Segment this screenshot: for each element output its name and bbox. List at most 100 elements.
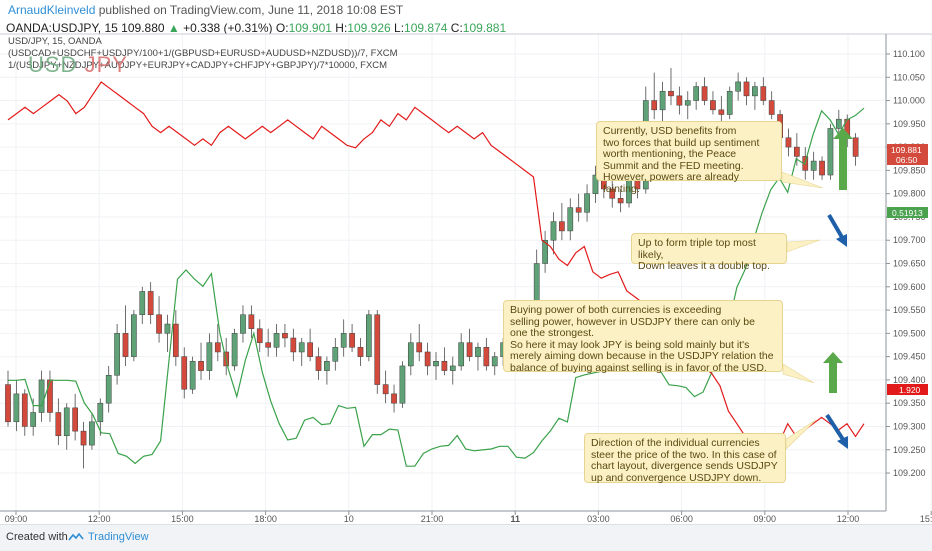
candle-body: [240, 314, 246, 334]
candle-body: [458, 342, 465, 367]
candle-body: [684, 100, 691, 106]
candle-body: [282, 333, 288, 339]
candle-body: [399, 365, 406, 404]
x-tick-label: 09:00: [5, 514, 28, 524]
publish-info: published on TradingView.com, June 11, 2…: [98, 3, 404, 17]
candle-body: [752, 86, 758, 97]
candle-body: [315, 356, 322, 371]
candle-body: [340, 333, 347, 348]
note-triple-top[interactable]: Up to form triple top most likely, Down …: [631, 233, 787, 272]
candle-body: [542, 239, 548, 264]
down-arrow-bottom-shaft: [825, 413, 846, 443]
up-arrow-top-shaft: [839, 138, 847, 190]
close-label: C:: [450, 21, 463, 35]
last-price-badge: [887, 144, 928, 155]
x-tick-label: 06:00: [670, 514, 693, 524]
y-tick-label: 110.100: [893, 49, 925, 59]
author-link[interactable]: ArnaudKleinveld: [8, 3, 96, 17]
note-buying-power[interactable]: Buying power of both currencies is excee…: [503, 300, 783, 373]
candle-body: [835, 118, 842, 129]
candle-body: [147, 291, 154, 315]
y-tick-label: 110.050: [893, 72, 925, 82]
candle-body: [466, 342, 473, 357]
jpy-strength-badge: [887, 384, 928, 395]
candle-body: [810, 160, 817, 171]
up-arrow-top-head: [833, 128, 853, 139]
candle-body: [189, 361, 196, 390]
note-divergence[interactable]: Direction of the individual currencies s…: [584, 433, 786, 483]
y-tick-label: 109.550: [893, 305, 926, 315]
candle-body: [47, 379, 53, 413]
candle-body: [760, 86, 767, 101]
legend-usd-index[interactable]: (USDCAD+USDCHF+USDJPY/100+1/(GBPUSD+EURU…: [8, 48, 398, 59]
candle-body: [491, 356, 498, 367]
candle-body: [743, 81, 750, 97]
candle-body: [114, 333, 120, 376]
x-tick-label: 10: [344, 514, 354, 524]
y-tick-label: 109.850: [893, 165, 926, 175]
candle-body: [298, 342, 305, 353]
y-tick-label: 109.300: [893, 421, 926, 431]
candle-body: [575, 207, 582, 213]
y-tick-label: 109.350: [893, 398, 926, 408]
candle-body: [290, 337, 297, 353]
candle-body: [827, 128, 834, 176]
candle-body: [391, 393, 397, 404]
candle-body: [475, 347, 481, 357]
countdown-badge-text: 06:50: [896, 155, 918, 165]
x-tick-label: 12:00: [837, 514, 860, 524]
candle-body: [5, 384, 11, 423]
note-usd-forces[interactable]: Currently, USD benefits from two forces …: [596, 121, 782, 194]
footer-bar: Created with TradingView: [0, 524, 932, 551]
candle-body: [819, 160, 825, 176]
x-tick-label: 15:00: [920, 514, 932, 524]
usd-strength-badge: [887, 207, 928, 218]
legend-main[interactable]: USD/JPY, 15, OANDA: [8, 36, 102, 47]
symbol-watermark: USD JPY: [28, 52, 128, 78]
symbol-label: OANDA:USDJPY, 15: [6, 21, 118, 35]
high-label: H:: [335, 21, 348, 35]
x-tick-label: 15:00: [171, 514, 194, 524]
candle-body: [89, 421, 95, 446]
footer-tradingview-link[interactable]: TradingView: [88, 531, 149, 543]
candle-body: [214, 342, 221, 353]
candle-body: [374, 314, 381, 385]
down-arrow-bottom-head: [837, 436, 848, 449]
candle-body: [172, 323, 179, 357]
candle-body: [13, 393, 20, 423]
candle-body: [433, 361, 439, 367]
candle-body: [181, 356, 188, 390]
candle-body: [449, 365, 456, 371]
candle-body: [80, 430, 87, 446]
price-badges: 109.881 06:50 0.51913 1.920: [887, 144, 928, 395]
candle-body: [483, 347, 490, 367]
note-pointer: [782, 363, 815, 384]
candle-body: [366, 314, 372, 357]
candle-body: [256, 328, 263, 343]
candle-body: [668, 90, 674, 97]
candle-body: [332, 347, 339, 362]
candle-body: [584, 193, 590, 213]
x-tick-label: 21:00: [421, 514, 444, 524]
candle-body: [559, 221, 565, 232]
price-change: +0.338 (+0.31%): [183, 21, 273, 35]
candle-body: [72, 407, 78, 432]
up-arrow-bottom-head: [823, 352, 843, 363]
close-value: 109.881: [462, 21, 507, 35]
legend-jpy-index[interactable]: 1/(USDJPY+NZDJPY+AUDJPY+EURJPY+CADJPY+CH…: [8, 60, 388, 71]
price-chart[interactable]: 110.100110.050110.000109.950109.900109.8…: [0, 0, 932, 524]
candle-body: [156, 314, 162, 334]
y-tick-label: 110.000: [893, 96, 925, 106]
last-price: 109.880: [121, 21, 165, 35]
candle-body: [198, 361, 204, 371]
open-value: 109.901: [288, 21, 332, 35]
candle-body: [701, 86, 708, 101]
usd-strength-badge-text: 0.51913: [892, 208, 923, 218]
chart-background: [0, 34, 932, 524]
y-tick-label: 109.400: [893, 375, 926, 385]
tradingview-cloud-icon: [68, 533, 84, 541]
candle-body: [131, 314, 137, 357]
candle-body: [105, 375, 112, 404]
candle-body: [63, 407, 70, 437]
candle-body: [55, 412, 62, 437]
